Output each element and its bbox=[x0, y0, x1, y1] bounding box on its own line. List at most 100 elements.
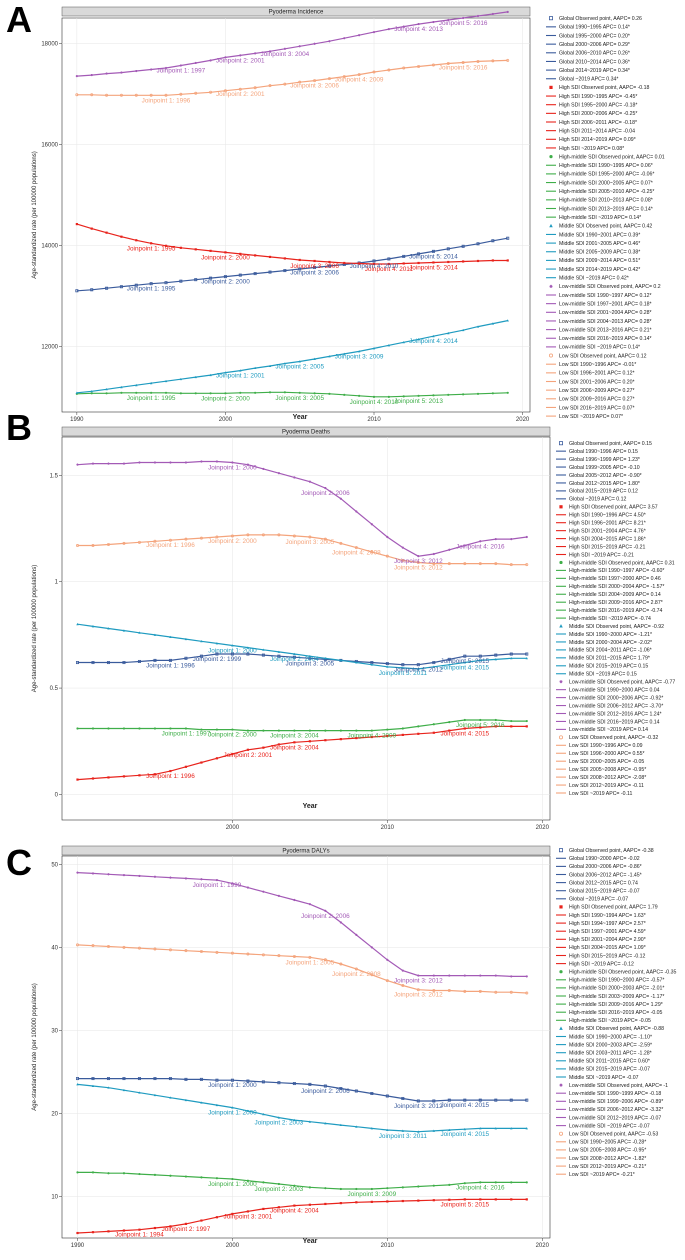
observed-point bbox=[169, 876, 171, 878]
legend-entry: Global 1990~1995 APC= 0.14* bbox=[559, 25, 630, 31]
legend-entry: Middle SDI 2015~2019 APC= 0.15 bbox=[569, 664, 648, 670]
legend-point-key bbox=[559, 624, 563, 627]
joinpoint-label: Joinpoint 1: 1995 bbox=[127, 395, 176, 402]
legend-point-key bbox=[559, 680, 562, 683]
observed-point bbox=[355, 934, 357, 936]
observed-point bbox=[216, 1216, 218, 1218]
legend-entry: Low-middle SDI 2000~2006 APC= -0.92* bbox=[569, 695, 663, 701]
observed-point bbox=[76, 1171, 78, 1173]
observed-point bbox=[309, 903, 311, 905]
legend-entry: High-middle SDI ~2019 APC= 0.14* bbox=[559, 215, 641, 221]
y-axis-title: Age-standardized rate (per 100000 popula… bbox=[32, 151, 38, 278]
legend-entry: Low-middle SDI Observed point, AAPC= 0.2 bbox=[559, 284, 661, 290]
observed-point bbox=[105, 392, 107, 394]
legend-entry: Low SDI 2005~2008 APC= -0.95* bbox=[569, 767, 646, 773]
joinpoint-label: Joinpoint 1: 2000 bbox=[208, 1082, 257, 1089]
observed-point bbox=[433, 1199, 435, 1201]
legend-point-key bbox=[549, 354, 552, 357]
legend-entry: High-middle SDI 1995~2000 APC= -0.06* bbox=[559, 172, 654, 178]
observed-point bbox=[299, 259, 301, 261]
legend-entry: High SDI ~2019 APC= 0.08* bbox=[559, 146, 624, 152]
observed-point bbox=[371, 523, 373, 525]
joinpoint-label: Joinpoint 3: 2004 bbox=[270, 744, 319, 751]
legend-entry: High-middle SDI 2010~2013 APC= 0.08* bbox=[559, 198, 653, 204]
legend-entry: Middle SDI 2000~2004 APC= -2.02* bbox=[569, 640, 652, 646]
legend-entry: High SDI 2004~2015 APC= 1.86* bbox=[569, 536, 646, 542]
joinpoint-label: Joinpoint 4: 2015 bbox=[440, 731, 489, 738]
observed-point bbox=[371, 946, 373, 948]
observed-point bbox=[138, 727, 140, 729]
observed-point bbox=[526, 1198, 528, 1200]
observed-point bbox=[120, 392, 122, 394]
joinpoint-label: Joinpoint 1: 2005 bbox=[286, 959, 335, 966]
observed-point bbox=[165, 392, 167, 394]
observed-point bbox=[91, 228, 93, 230]
joinpoint-label: Joinpoint 3: 2004 bbox=[270, 733, 319, 740]
joinpoint-label: Joinpoint 4: 2004 bbox=[270, 1208, 319, 1215]
joinpoint-label: Joinpoint 1: 1996 bbox=[146, 542, 195, 549]
observed-point bbox=[76, 1232, 78, 1234]
observed-point bbox=[492, 259, 494, 261]
legend-entry: Middle SDI 2001~2005 APC= 0.46* bbox=[559, 241, 640, 247]
joinpoint-label: Joinpoint 3: 2012 bbox=[394, 1103, 443, 1110]
joinpoint-label: Joinpoint 1: 1999 bbox=[193, 882, 242, 889]
joinpoint-figure: A Pyoderma Incidence120001400016000180001… bbox=[0, 0, 685, 1260]
legend-entry: Low-middle SDI ~2019 APC= 0.14* bbox=[559, 345, 640, 351]
observed-point bbox=[284, 391, 286, 393]
legend-entry: High SDI 1996~2001 APC= 8.21* bbox=[569, 521, 646, 527]
observed-point bbox=[417, 725, 419, 727]
joinpoint-label: Joinpoint 2: 2005 bbox=[275, 363, 324, 370]
observed-point bbox=[462, 260, 464, 262]
observed-point bbox=[358, 395, 360, 397]
observed-point bbox=[340, 1202, 342, 1204]
observed-point bbox=[462, 17, 464, 19]
joinpoint-label: Joinpoint 1: 2001 bbox=[216, 373, 265, 380]
legend-entry: Middle SDI 2004~2011 APC= -1.06* bbox=[569, 648, 652, 654]
observed-point bbox=[216, 879, 218, 881]
legend-entry: Global 1995~2000 APC= 0.20* bbox=[559, 33, 630, 39]
observed-point bbox=[432, 394, 434, 396]
legend-point-key bbox=[559, 849, 562, 852]
joinpoint-label: Joinpoint 2: 2001 bbox=[224, 752, 273, 759]
observed-point bbox=[433, 1185, 435, 1187]
observed-point bbox=[262, 730, 264, 732]
observed-point bbox=[510, 1181, 512, 1183]
observed-point bbox=[371, 1201, 373, 1203]
joinpoint-label: Joinpoint 5: 2013 bbox=[394, 398, 443, 405]
joinpoint-label: Joinpoint 2: 2001 bbox=[216, 91, 265, 98]
observed-point bbox=[107, 873, 109, 875]
x-tick-label: 1990 bbox=[70, 417, 84, 423]
joinpoint-label: Joinpoint 4: 2008 bbox=[332, 550, 381, 557]
joinpoint-label: Joinpoint 4: 2009 bbox=[347, 733, 396, 740]
legend-entry: Middle SDI ~2019 APC= -0.07 bbox=[569, 1075, 639, 1081]
legend-entry: Middle SDI 2003~2011 APC= -1.28* bbox=[569, 1051, 652, 1057]
observed-point bbox=[278, 472, 280, 474]
observed-point bbox=[107, 727, 109, 729]
observed-point bbox=[76, 872, 78, 874]
observed-point bbox=[324, 910, 326, 912]
observed-point bbox=[386, 536, 388, 538]
panel-c: C Pyoderma DALYs10203040501990 2000 2010 202… bbox=[6, 842, 677, 1249]
legend-point-key bbox=[559, 1026, 563, 1029]
joinpoint-label: Joinpoint 5: 2014 bbox=[409, 264, 458, 271]
legend-entry: Global 2015~2019 APC= -0.07 bbox=[569, 889, 640, 895]
legend-entry: High SDI 2011~2014 APC= -0.04 bbox=[559, 128, 635, 134]
y-tick-label: 10 bbox=[51, 1194, 58, 1200]
legend-entry: Global 1990~1996 APC= 0.15 bbox=[569, 449, 638, 455]
observed-point bbox=[180, 64, 182, 66]
observed-point bbox=[135, 392, 137, 394]
observed-point bbox=[293, 730, 295, 732]
legend-entry: Low SDI ~2019 APC= 0.07* bbox=[559, 414, 623, 420]
legend-entry: High-middle SDI 2013~2019 APC= 0.14* bbox=[559, 206, 653, 212]
legend-entry: High-middle SDI 2016~2019 APC= -0.05 bbox=[569, 1010, 663, 1016]
observed-point bbox=[239, 54, 241, 56]
legend-entry: Global 2012~2015 APC= 1.80* bbox=[569, 481, 640, 487]
legend-entry: Low SDI 2001~2006 APC= 0.20* bbox=[559, 379, 635, 385]
legend-entry: Low-middle SDI ~2019 APC= 0.14 bbox=[569, 727, 648, 733]
observed-point bbox=[309, 481, 311, 483]
legend-entry: Middle SDI ~2019 APC= 0.15 bbox=[569, 672, 637, 678]
legend-entry: Global 2014~2019 APC= 0.34* bbox=[559, 68, 630, 74]
y-axis-title: Age-standardized rate (per 100000 popula… bbox=[32, 983, 38, 1110]
joinpoint-label: Joinpoint 2: 2003 bbox=[255, 1186, 304, 1193]
legend-point-key bbox=[549, 155, 552, 158]
